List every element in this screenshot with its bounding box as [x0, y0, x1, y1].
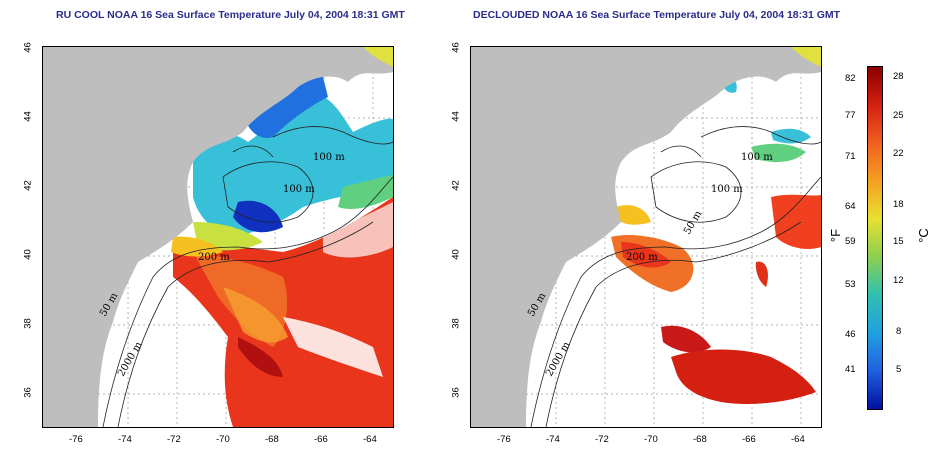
fahrenheit-tick: 77 [845, 110, 856, 121]
right-map-frame[interactable]: 100 m 100 m 200 m 50 m 2000 m 50 m [470, 46, 822, 428]
right-map-title: DECLOUDED NOAA 16 Sea Surface Temperatur… [473, 9, 841, 21]
contour-label: 200 m [626, 252, 658, 263]
lat-tick: 38 [22, 318, 34, 329]
celsius-tick: 8 [896, 326, 902, 337]
fahrenheit-tick: 53 [845, 279, 856, 290]
lon-tick: -66 [742, 434, 756, 445]
lat-tick: 44 [22, 111, 34, 122]
lon-tick: -76 [497, 434, 511, 445]
lon-tick: -70 [644, 434, 658, 445]
fahrenheit-tick: 41 [845, 364, 856, 375]
celsius-tick: 25 [893, 110, 904, 121]
lon-tick: -74 [118, 434, 132, 445]
contour-label: 100 m [283, 184, 315, 195]
colorbar [867, 66, 883, 410]
left-map-frame[interactable]: 100 m 100 m 200 m 50 m 2000 m [42, 46, 394, 428]
celsius-tick: 28 [893, 71, 904, 82]
lon-tick: -72 [167, 434, 181, 445]
land-mass [43, 47, 393, 427]
lon-tick: -68 [265, 434, 279, 445]
cool-water-region [193, 92, 393, 237]
contour-label: 200 m [198, 252, 230, 263]
lon-tick: -68 [693, 434, 707, 445]
colorbar-gradient [868, 67, 882, 409]
lat-tick: 36 [450, 387, 462, 398]
celsius-tick: 5 [896, 364, 902, 375]
fahrenheit-tick: 64 [845, 201, 856, 212]
land-mass [471, 47, 821, 427]
lon-tick: -74 [546, 434, 560, 445]
unit-celsius: °C [915, 228, 931, 243]
lon-tick: -64 [791, 434, 805, 445]
lat-tick: 40 [22, 249, 34, 260]
celsius-tick: 18 [893, 199, 904, 210]
lat-tick: 46 [450, 42, 462, 53]
lat-tick: 46 [22, 42, 34, 53]
lat-tick: 42 [22, 180, 34, 191]
fahrenheit-tick: 71 [845, 151, 856, 162]
lat-tick: 36 [22, 387, 34, 398]
left-sst-map: 100 m 100 m 200 m 50 m 2000 m [43, 47, 393, 427]
fahrenheit-tick: 46 [845, 329, 856, 340]
contour-label: 100 m [711, 184, 743, 195]
lat-tick: 40 [450, 249, 462, 260]
lat-tick: 44 [450, 111, 462, 122]
celsius-tick: 12 [893, 275, 904, 286]
lon-tick: -64 [363, 434, 377, 445]
contour-label: 100 m [741, 152, 773, 163]
lat-tick: 42 [450, 180, 462, 191]
lon-tick: -66 [314, 434, 328, 445]
left-map-title: RU COOL NOAA 16 Sea Surface Temperature … [56, 9, 405, 21]
right-sst-map: 100 m 100 m 200 m 50 m 2000 m 50 m [471, 47, 821, 427]
lon-tick: -72 [595, 434, 609, 445]
lon-tick: -76 [69, 434, 83, 445]
unit-fahrenheit: °F [828, 228, 844, 243]
celsius-tick: 22 [893, 148, 904, 159]
lon-tick: -70 [216, 434, 230, 445]
fahrenheit-tick: 59 [845, 236, 856, 247]
fahrenheit-tick: 82 [845, 73, 856, 84]
celsius-tick: 15 [893, 236, 904, 247]
lat-tick: 38 [450, 318, 462, 329]
contour-label: 100 m [313, 152, 345, 163]
